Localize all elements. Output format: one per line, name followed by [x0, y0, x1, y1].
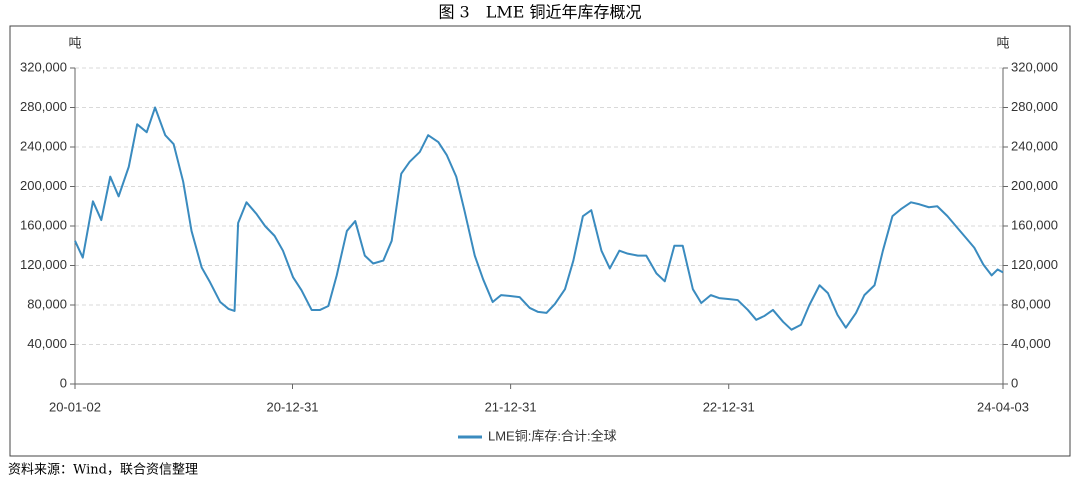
source-note: 资料来源：Wind，联合资信整理 [8, 463, 198, 478]
y2-tick-label: 200,000 [1011, 178, 1058, 193]
y2-tick-label: 40,000 [1011, 336, 1051, 351]
y-axis-label: 吨 [68, 35, 81, 50]
y2-axis-label: 吨 [996, 35, 1009, 50]
y2-tick-label: 280,000 [1011, 99, 1058, 114]
x-tick-label: 20-12-31 [266, 399, 318, 414]
y-tick-label: 200,000 [20, 178, 67, 193]
y-tick-label: 0 [60, 375, 67, 390]
x-tick-label: 24-04-03 [977, 399, 1029, 414]
y2-tick-label: 80,000 [1011, 296, 1051, 311]
y2-tick-label: 160,000 [1011, 217, 1058, 232]
chart-title: 图 3 LME 铜近年库存概况 [438, 3, 641, 22]
x-tick-label: 22-12-31 [703, 399, 755, 414]
y2-tick-label: 240,000 [1011, 138, 1058, 153]
y2-tick-label: 0 [1011, 375, 1018, 390]
y-tick-label: 280,000 [20, 99, 67, 114]
x-tick-label: 21-12-31 [485, 399, 537, 414]
y-tick-label: 160,000 [20, 217, 67, 232]
legend-label: LME铜:库存:合计:全球 [488, 428, 617, 443]
y2-tick-label: 120,000 [1011, 257, 1058, 272]
y2-tick-label: 320,000 [1011, 59, 1058, 74]
y-tick-label: 320,000 [20, 59, 67, 74]
data-line [74, 106, 1004, 331]
y-tick-label: 240,000 [20, 138, 67, 153]
x-tick-label: 20-01-02 [49, 399, 101, 414]
y-tick-label: 80,000 [27, 296, 67, 311]
y-tick-label: 120,000 [20, 257, 67, 272]
y-tick-label: 40,000 [27, 336, 67, 351]
chart-frame [9, 25, 1071, 457]
